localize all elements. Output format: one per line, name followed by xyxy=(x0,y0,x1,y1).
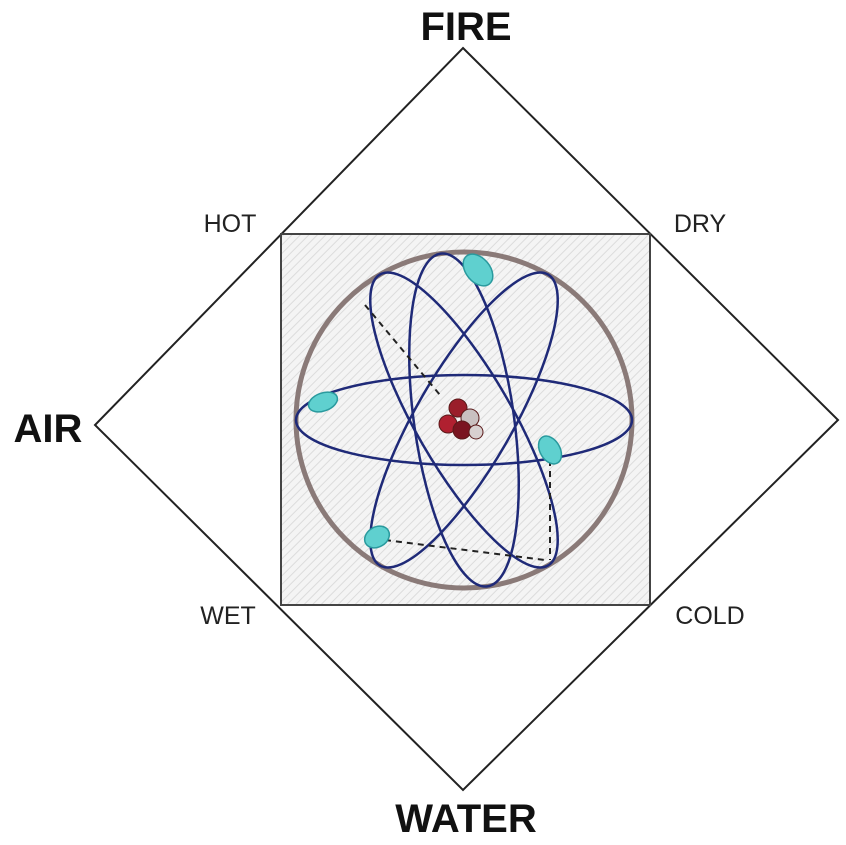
diagram: FIRE AIR WATER HOT DRY WET COLD xyxy=(0,0,846,845)
element-label: FIRE xyxy=(420,5,511,49)
element-label: WATER xyxy=(395,797,537,841)
quality-label: COLD xyxy=(675,602,744,630)
page: FIRE AIR WATER HOT DRY WET COLD (() => {… xyxy=(0,0,846,845)
quality-label: WET xyxy=(200,602,256,630)
quality-label: DRY xyxy=(674,210,727,238)
element-label: AIR xyxy=(14,407,83,451)
quality-label: HOT xyxy=(204,210,257,238)
